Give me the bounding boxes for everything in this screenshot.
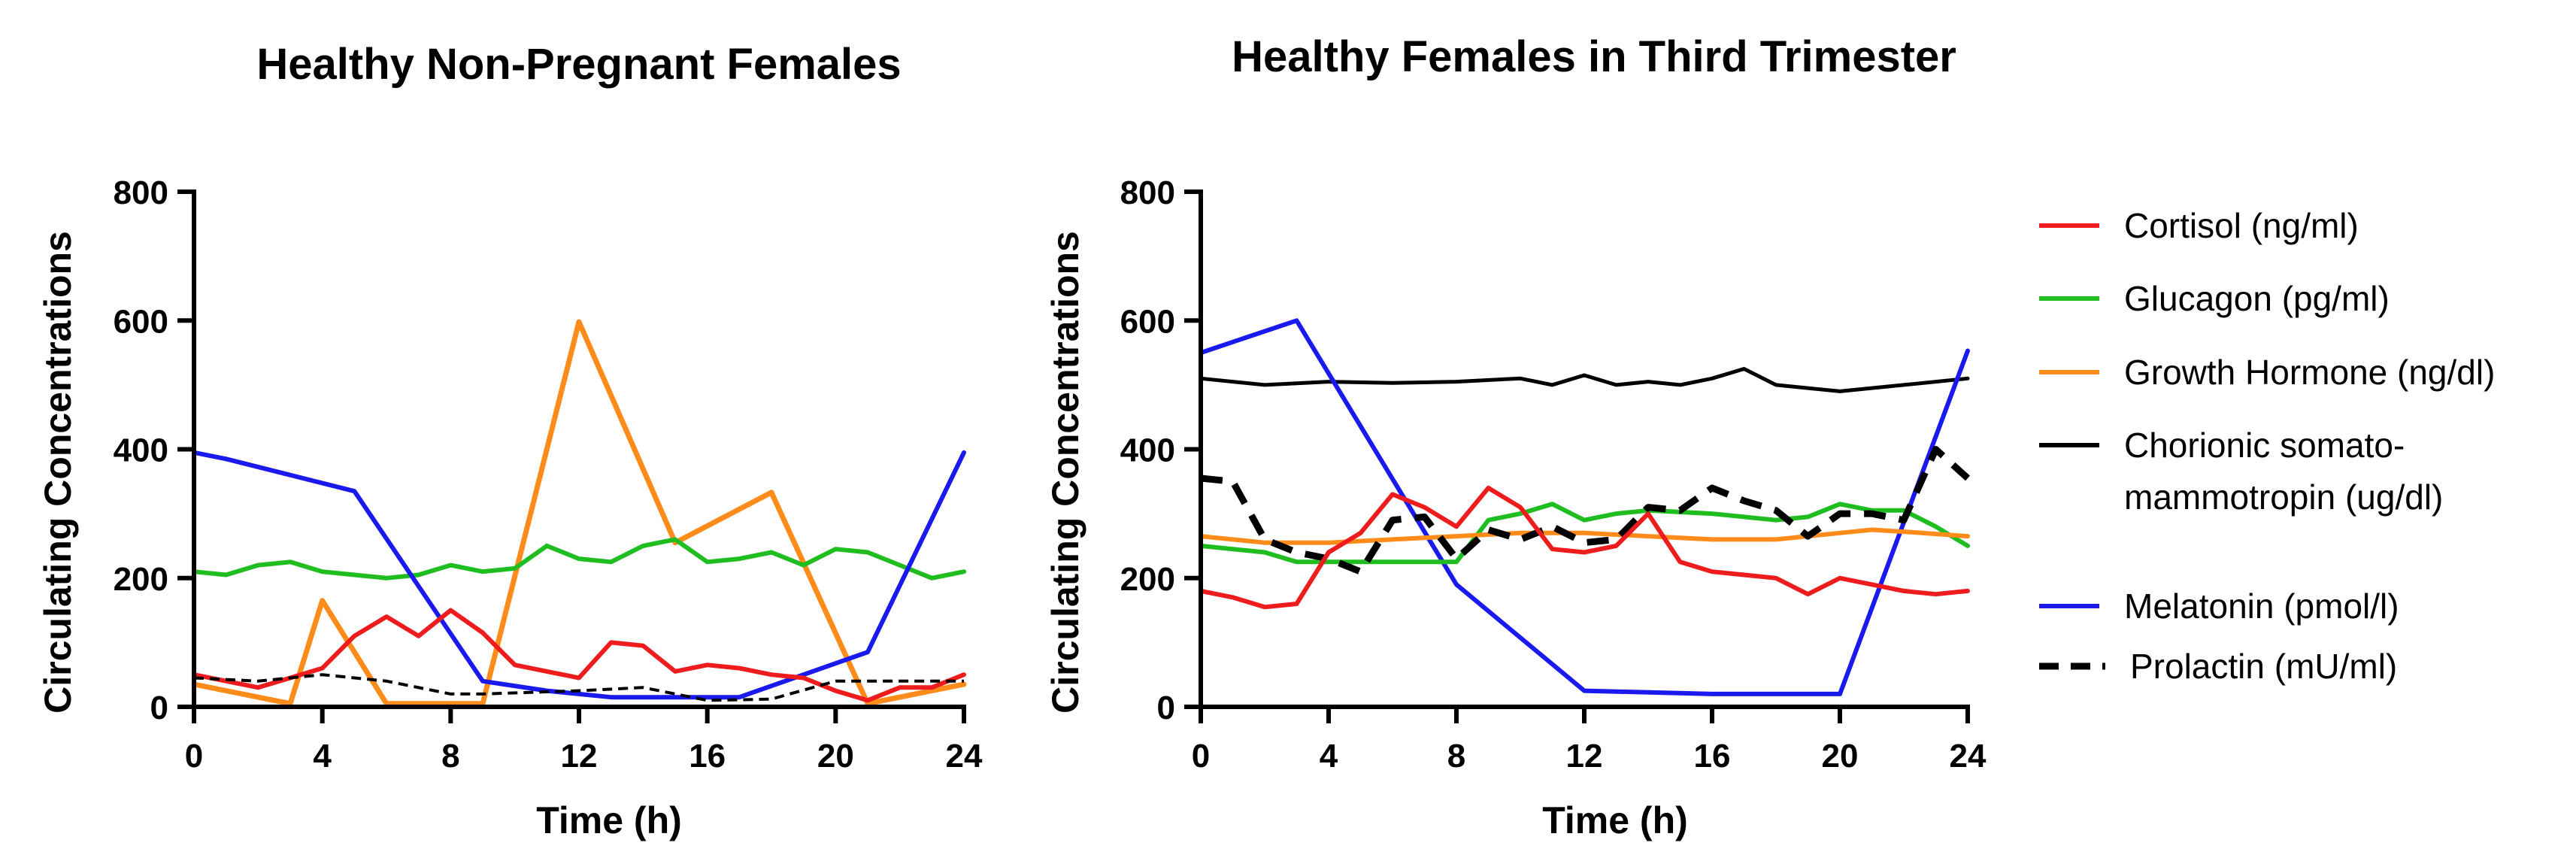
x-tick-label: 8: [441, 738, 459, 775]
legend: Cortisol (ng/ml) Glucagon (pg/ml) Growth…: [2039, 206, 2495, 686]
panel-third-trimester: Healthy Females in Third Trimester Circu…: [1044, 32, 1987, 841]
legend-item-chorionic: Chorionic somato- mammotropin (ug/dl): [2039, 426, 2443, 517]
x-tick-label: 20: [1822, 738, 1859, 775]
y-tick-label: 0: [1157, 690, 1175, 726]
x-tick-label: 12: [561, 738, 598, 775]
y-tick-label: 200: [114, 561, 168, 598]
y-tick-label: 800: [1120, 174, 1175, 211]
x-tick-label: 24: [1950, 738, 1987, 775]
series-line-chorionic-somato-mammotropin-ug-dl: [1199, 367, 1970, 393]
series-line-melatonin-pmol-l: [192, 450, 966, 700]
y-tick-label: 0: [150, 690, 168, 726]
panel-non-pregnant: Healthy Non-Pregnant Females Circulating…: [37, 40, 983, 841]
x-tick-label: 0: [185, 738, 203, 775]
y-tick-label: 600: [114, 303, 168, 340]
series-line-cortisol-ng-ml: [192, 608, 966, 703]
legend-label-glucagon: Glucagon (pg/ml): [2124, 279, 2390, 318]
x-tick-label: 0: [1192, 738, 1210, 775]
legend-item-growth-hormone: Growth Hormone (ng/dl): [2039, 353, 2495, 392]
legend-item-melatonin: Melatonin (pmol/l): [2039, 587, 2399, 626]
legend-item-glucagon: Glucagon (pg/ml): [2039, 279, 2390, 318]
legend-label-chorionic: Chorionic somato-: [2124, 426, 2405, 465]
y-axis-title: Circulating Concentrations: [37, 231, 79, 714]
x-tick-label: 20: [817, 738, 854, 775]
x-tick-label: 16: [689, 738, 726, 775]
tick-layer: 0 200 400 600 800 0 4 8 12 16 20 24: [1120, 174, 1987, 775]
axes-layer: [1199, 189, 1970, 709]
legend-label-chorionic-line2: mammotropin (ug/dl): [2124, 477, 2443, 517]
y-tick-label: 400: [114, 432, 168, 469]
y-tick-label: 200: [1120, 561, 1175, 598]
series-layer: [1199, 318, 1971, 696]
legend-label-melatonin: Melatonin (pmol/l): [2124, 587, 2399, 626]
x-tick-label: 24: [946, 738, 983, 775]
series-line-growth-hormone-ng-dl: [1199, 527, 1970, 545]
series-line-prolactin-mu-ml: [1200, 446, 1971, 575]
legend-item-prolactin: Prolactin (mU/ml): [2039, 647, 2397, 686]
tick-layer: 0 200 400 600 800 0 4 8 12 16 20 24: [114, 174, 983, 775]
x-axis-title: Time (h): [536, 799, 682, 841]
series-layer: [191, 319, 967, 707]
series-line-growth-hormone-ng-dl: [191, 319, 967, 707]
axes-layer: [192, 189, 966, 709]
x-tick-label: 12: [1566, 738, 1603, 775]
series-line-prolactin-mu-ml: [193, 673, 964, 702]
panel-title: Healthy Non-Pregnant Females: [256, 40, 901, 89]
series-line-cortisol-ng-ml: [1199, 485, 1970, 610]
legend-label-cortisol: Cortisol (ng/ml): [2124, 206, 2359, 245]
y-tick-label: 400: [1120, 432, 1175, 469]
series-line-melatonin-pmol-l: [1199, 318, 1970, 696]
series-line-glucagon-pg-ml: [192, 537, 966, 581]
x-tick-label: 16: [1694, 738, 1731, 775]
series-line-glucagon-pg-ml: [1199, 502, 1970, 565]
x-axis-title: Time (h): [1542, 799, 1688, 841]
x-tick-label: 8: [1447, 738, 1465, 775]
x-tick-label: 4: [1320, 738, 1338, 775]
legend-item-cortisol: Cortisol (ng/ml): [2039, 206, 2359, 245]
panel-title: Healthy Females in Third Trimester: [1232, 32, 1956, 81]
y-axis-title: Circulating Concentrations: [1044, 231, 1086, 714]
legend-label-growth-hormone: Growth Hormone (ng/dl): [2124, 353, 2495, 392]
y-tick-label: 600: [1120, 303, 1175, 340]
x-tick-label: 4: [313, 738, 332, 775]
y-tick-label: 800: [114, 174, 168, 211]
legend-label-prolactin: Prolactin (mU/ml): [2130, 647, 2397, 686]
